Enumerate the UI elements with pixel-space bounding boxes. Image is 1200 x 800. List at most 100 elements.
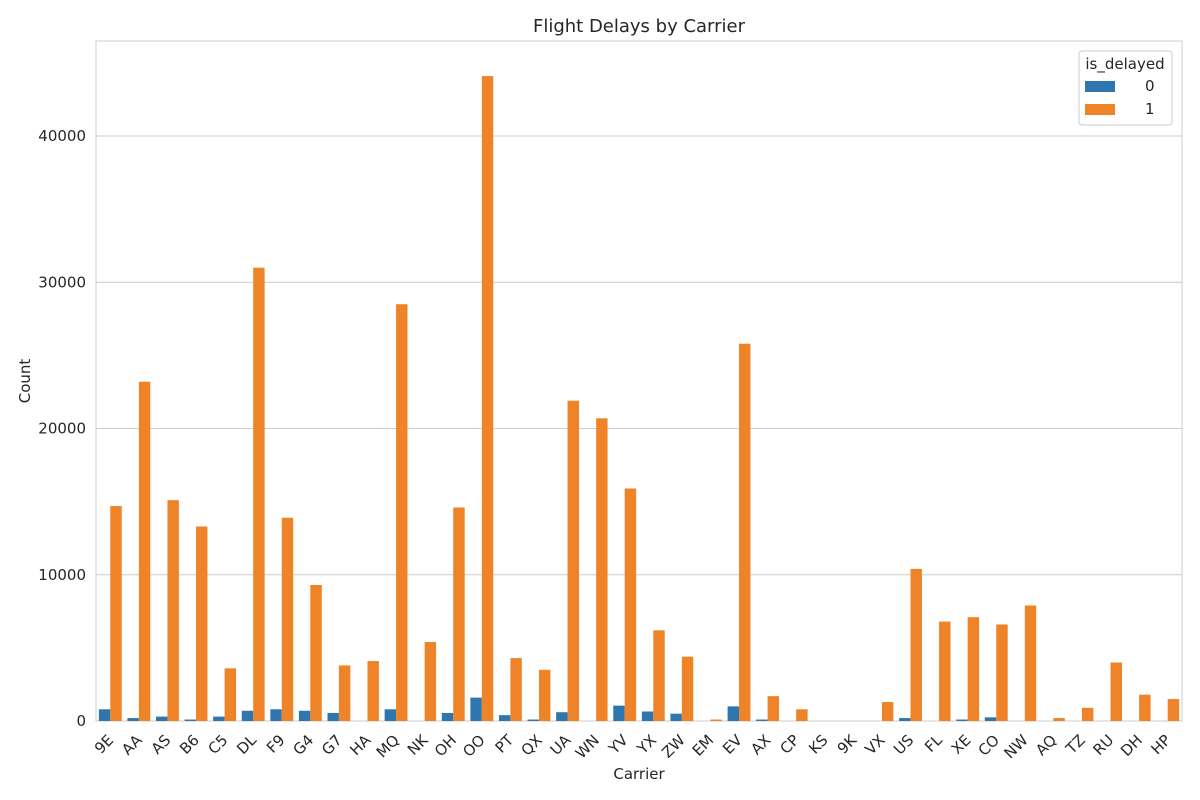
- x-tick-label-HP: HP: [1147, 731, 1174, 758]
- bar-PT-series-0: [498, 715, 511, 721]
- bar-G7-series-0: [327, 712, 339, 721]
- bar-HP-series-1: [1167, 699, 1180, 721]
- y-axis-ticks: 0 10000 20000 30000 40000: [38, 127, 86, 730]
- x-tick-label-WN: WN: [572, 731, 603, 762]
- x-tick-label-OH: OH: [431, 731, 460, 760]
- x-tick-label-QX: QX: [517, 731, 545, 759]
- y-tick-label: 30000: [38, 273, 86, 291]
- x-tick-label-FL: FL: [921, 731, 946, 756]
- legend-label-1: 1: [1145, 100, 1155, 118]
- bar-XE-series-0: [956, 719, 968, 721]
- bar-CO-series-1: [996, 624, 1008, 721]
- bar-ZW-series-1: [681, 656, 694, 721]
- bar-9E-series-1: [110, 506, 122, 721]
- x-tick-label-TZ: TZ: [1062, 731, 1089, 758]
- y-tick-label: 0: [76, 712, 86, 730]
- bar-AX-series-1: [767, 696, 780, 721]
- x-tick-label-NW: NW: [1000, 731, 1031, 762]
- x-tick-label-F9: F9: [263, 731, 289, 757]
- bar-FL-series-1: [939, 621, 951, 721]
- bar-AS-series-1: [167, 500, 179, 721]
- bar-PT-series-1: [510, 658, 522, 721]
- bar-WN-series-1: [596, 418, 608, 721]
- x-tick-label-MQ: MQ: [373, 731, 403, 761]
- bar-UA-series-0: [556, 712, 568, 721]
- x-tick-label-PT: PT: [492, 731, 518, 757]
- x-tick-label-AA: AA: [118, 731, 146, 759]
- x-tick-label-CP: CP: [776, 731, 803, 758]
- x-tick-label-UA: UA: [547, 731, 575, 759]
- bar-YV-series-1: [624, 488, 637, 721]
- x-tick-label-G7: G7: [318, 731, 346, 759]
- bar-F9-series-0: [270, 709, 282, 721]
- bar-G4-series-0: [298, 710, 311, 721]
- bar-US-series-1: [910, 568, 922, 721]
- bar-AX-series-0: [756, 719, 768, 721]
- x-tick-label-EM: EM: [689, 731, 718, 760]
- bar-B6-series-0: [184, 719, 197, 721]
- bar-DL-series-1: [253, 267, 265, 721]
- x-tick-label-VX: VX: [861, 731, 888, 758]
- bar-OO-series-0: [470, 697, 482, 721]
- x-tick-label-RU: RU: [1090, 731, 1118, 759]
- bar-B6-series-1: [196, 526, 208, 721]
- legend-swatch-0: [1085, 81, 1115, 92]
- bars: [98, 76, 1180, 721]
- bar-G7-series-1: [338, 665, 351, 721]
- y-tick-label: 10000: [38, 566, 86, 584]
- bar-ZW-series-0: [670, 713, 682, 721]
- legend-swatch-1: [1085, 104, 1115, 115]
- x-tick-label-OO: OO: [459, 731, 488, 760]
- x-tick-label-ZW: ZW: [658, 731, 689, 762]
- chart-title: Flight Delays by Carrier: [533, 16, 746, 37]
- bar-EV-series-0: [727, 706, 740, 721]
- x-tick-label-NK: NK: [404, 730, 432, 758]
- bar-HA-series-1: [367, 661, 379, 721]
- bar-US-series-0: [899, 718, 911, 721]
- bar-MQ-series-1: [396, 304, 408, 721]
- y-axis-label: Count: [16, 359, 34, 404]
- legend: is_delayed 0 1: [1078, 50, 1173, 126]
- legend-title: is_delayed: [1085, 55, 1164, 74]
- x-tick-label-EV: EV: [719, 731, 746, 758]
- bar-DL-series-0: [241, 710, 254, 721]
- bar-YX-series-0: [641, 711, 654, 721]
- x-tick-label-DL: DL: [233, 731, 260, 758]
- bar-AS-series-0: [156, 716, 168, 721]
- bar-YV-series-0: [613, 705, 625, 721]
- y-tick-label: 40000: [38, 127, 86, 145]
- bar-C5-series-1: [224, 668, 237, 721]
- x-tick-label-HA: HA: [346, 731, 374, 759]
- bar-QX-series-0: [527, 719, 539, 721]
- bar-NW-series-1: [1024, 605, 1037, 721]
- bar-OH-series-1: [453, 507, 465, 721]
- x-tick-label-9E: 9E: [91, 731, 117, 757]
- bar-EV-series-1: [739, 343, 751, 721]
- x-tick-label-9K: 9K: [834, 730, 861, 757]
- x-tick-label-AQ: AQ: [1032, 731, 1060, 759]
- bar-F9-series-1: [281, 517, 294, 721]
- bar-G4-series-1: [310, 585, 322, 721]
- bar-AA-series-1: [138, 381, 151, 721]
- y-tick-label: 20000: [38, 420, 86, 438]
- bar-NK-series-1: [424, 642, 437, 721]
- bar-OH-series-0: [441, 712, 454, 721]
- bar-OO-series-1: [481, 76, 494, 721]
- legend-label-0: 0: [1145, 77, 1155, 95]
- plot-area: [95, 40, 1183, 722]
- bar-AQ-series-1: [1053, 718, 1065, 721]
- bar-CO-series-0: [984, 717, 997, 721]
- x-tick-label-XE: XE: [948, 731, 975, 758]
- bar-QX-series-1: [538, 669, 551, 721]
- x-tick-label-B6: B6: [176, 731, 203, 758]
- bar-MQ-series-0: [384, 709, 397, 721]
- x-axis-label: Carrier: [613, 765, 665, 783]
- grid-lines: [96, 135, 1182, 576]
- x-tick-label-CO: CO: [975, 731, 1003, 759]
- x-tick-label-YV: YV: [604, 731, 632, 759]
- bar-AA-series-0: [127, 718, 139, 721]
- bar-YX-series-1: [653, 630, 665, 721]
